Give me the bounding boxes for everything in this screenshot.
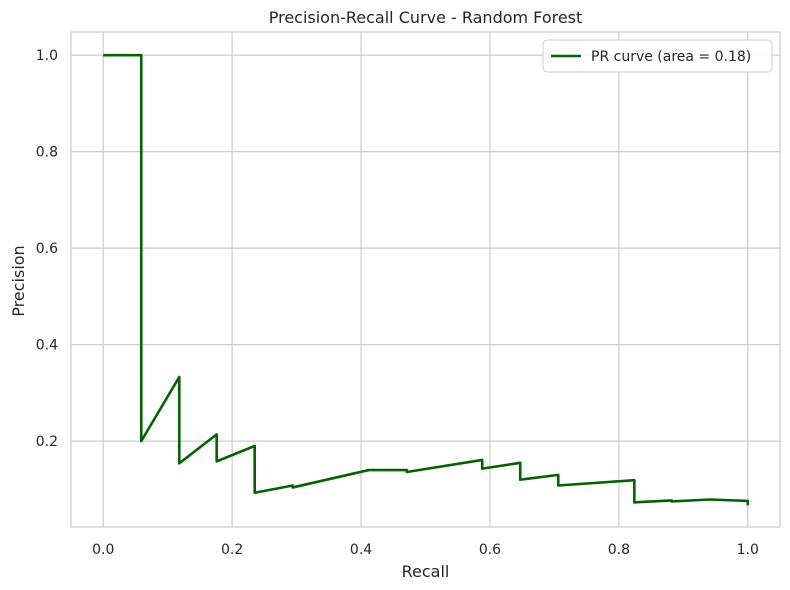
x-tick-label: 1.0 bbox=[737, 542, 759, 558]
pr-curve-line bbox=[103, 53, 750, 506]
x-tick-label: 0.8 bbox=[608, 542, 630, 558]
y-tick-label: 0.6 bbox=[36, 241, 58, 257]
x-tick-label: 0.6 bbox=[479, 542, 501, 558]
y-tick-label: 0.2 bbox=[36, 434, 58, 450]
legend: PR curve (area = 0.18) bbox=[542, 39, 773, 73]
x-tick-label: 0.4 bbox=[350, 542, 372, 558]
axes-background bbox=[71, 32, 780, 527]
plot-area bbox=[70, 31, 781, 528]
x-tick-labels: 0.0 0.2 0.4 0.6 0.8 1.0 bbox=[92, 542, 759, 558]
y-tick-label: 1.0 bbox=[36, 48, 58, 64]
legend-label: PR curve (area = 0.18) bbox=[591, 49, 751, 65]
x-axis-label: Recall bbox=[402, 562, 450, 581]
x-tick-label: 0.2 bbox=[221, 542, 243, 558]
chart-title: Precision-Recall Curve - Random Forest bbox=[269, 8, 583, 27]
y-axis-label: Precision bbox=[9, 245, 28, 316]
x-tick-label: 0.0 bbox=[92, 542, 114, 558]
y-tick-labels: 0.2 0.4 0.6 0.8 1.0 bbox=[36, 48, 58, 450]
axes-frame bbox=[70, 31, 781, 528]
legend-box bbox=[542, 39, 773, 73]
y-tick-label: 0.8 bbox=[36, 145, 58, 161]
y-tick-label: 0.4 bbox=[36, 338, 58, 354]
